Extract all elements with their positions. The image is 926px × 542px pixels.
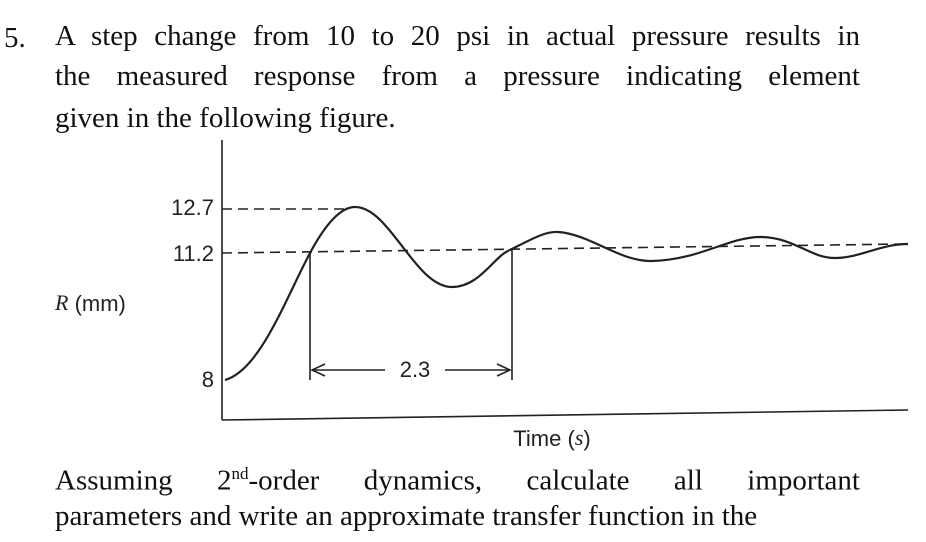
y-label-unit: (mm) xyxy=(68,291,125,316)
x-axis xyxy=(221,409,909,421)
follow-up-line: Assuming 2nd-order dynamics, calculate a… xyxy=(55,464,860,498)
x-axis-label: Time (s) xyxy=(513,425,590,451)
x-label-part: Time ( xyxy=(513,426,575,451)
x-label-unit: s xyxy=(575,425,584,450)
period-label: 2.3 xyxy=(400,357,431,382)
question-line: the measured response from a pressure in… xyxy=(55,60,860,92)
y-axis-label: R (mm) xyxy=(54,290,126,316)
dashed-level xyxy=(221,243,906,254)
x-label-part: ) xyxy=(583,426,590,451)
question-line: A step change from 10 to 20 psi in actua… xyxy=(55,20,860,52)
response-curve xyxy=(224,205,909,382)
text: -order dynamics, calculate all important xyxy=(248,464,860,497)
question-line: given in the following figure. xyxy=(55,102,396,134)
y-tick-label: 12.7 xyxy=(171,195,214,220)
text: Assuming 2 xyxy=(55,464,232,497)
follow-up-line: parameters and write an approximate tran… xyxy=(55,500,758,532)
question-number: 5. xyxy=(4,22,26,54)
arrow-head xyxy=(310,363,512,377)
y-label-var: R xyxy=(54,290,69,315)
y-tick-label: 8 xyxy=(202,367,214,392)
y-tick-label: 11.2 xyxy=(173,241,214,266)
superscript: nd xyxy=(231,464,249,483)
